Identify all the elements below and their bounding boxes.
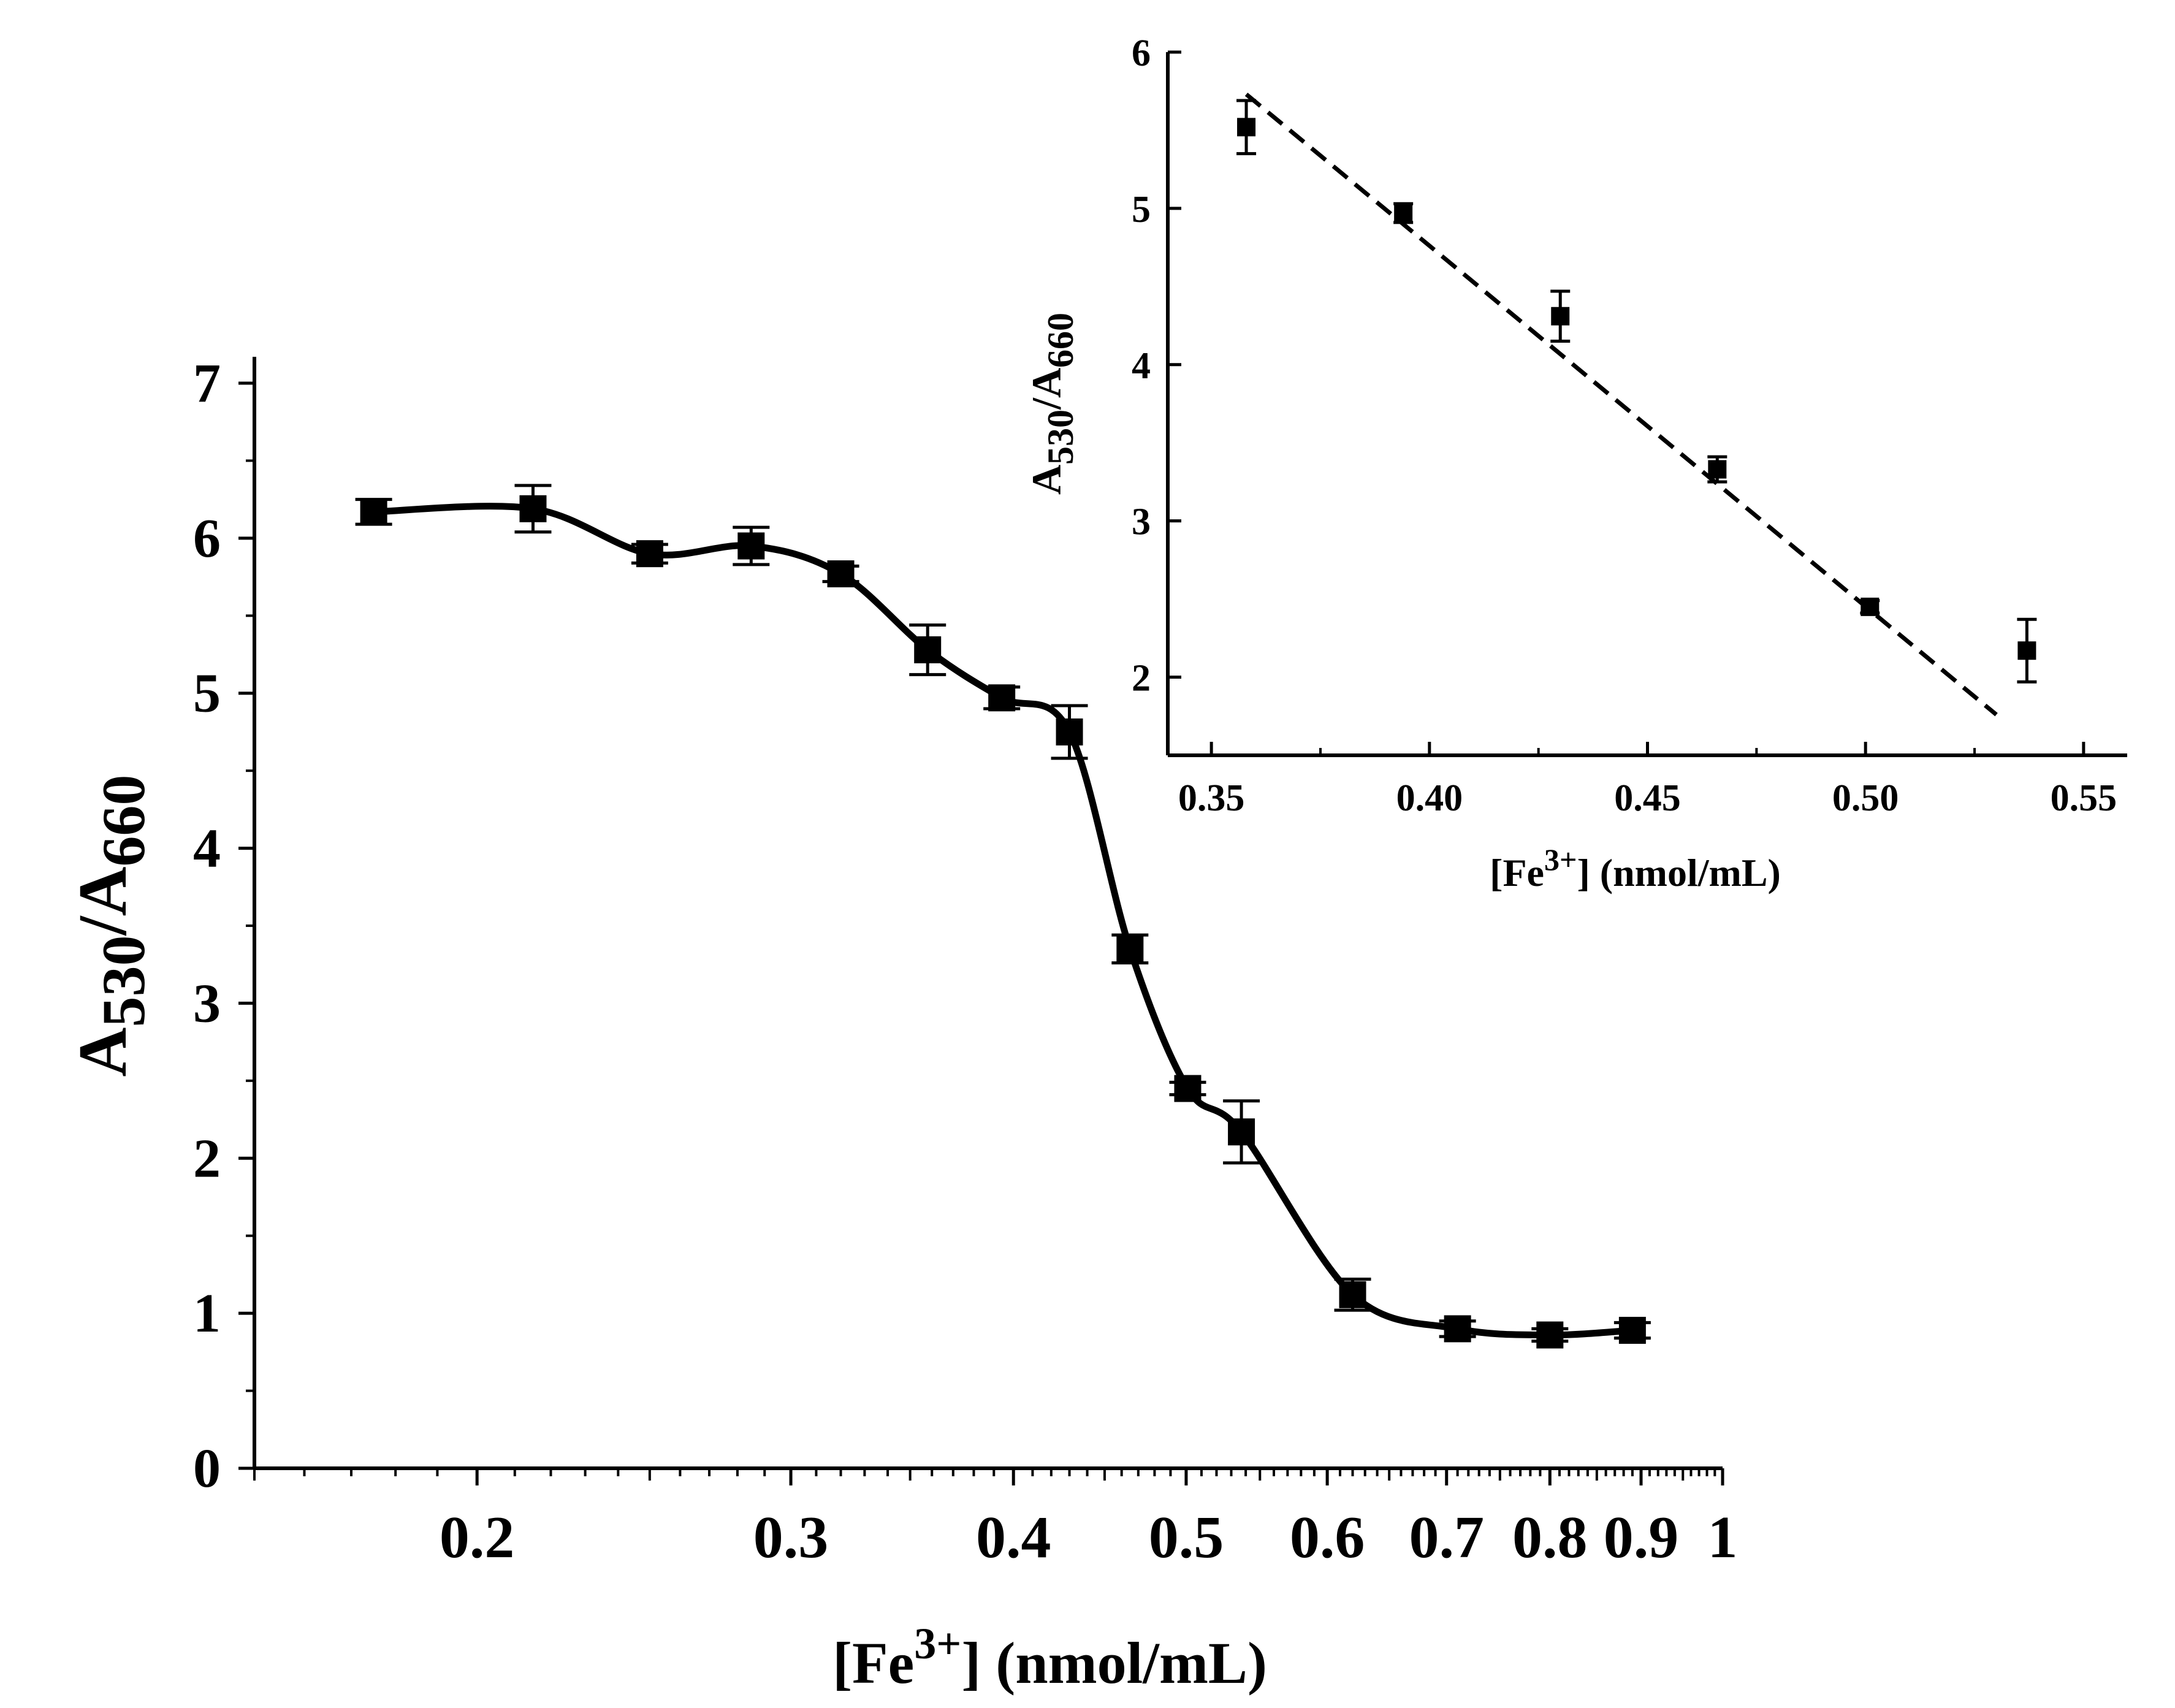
main-y-axis-label: A530/A660 bbox=[65, 775, 158, 1077]
main-marker bbox=[360, 498, 387, 525]
main-marker bbox=[1056, 718, 1083, 745]
main-point-2 bbox=[631, 540, 668, 568]
main-axis-ticks bbox=[238, 381, 1724, 1485]
inset-y-tick-label: 3 bbox=[1132, 501, 1151, 543]
inset-marker bbox=[1394, 204, 1413, 223]
main-point-1 bbox=[514, 484, 552, 534]
main-data-points bbox=[355, 484, 1651, 1349]
main-point-6 bbox=[983, 684, 1021, 712]
main-marker bbox=[1444, 1315, 1471, 1343]
main-chart: 0 1 2 3 4 5 6 7 0.2 0.3 0.4 0.5 0.6 0.7 0.8 0.9 1 [Fe3+… bbox=[65, 353, 1738, 1696]
main-point-7 bbox=[1051, 704, 1088, 760]
main-x-tick-label: 1 bbox=[1708, 1504, 1738, 1571]
inset-point-5 bbox=[2017, 617, 2037, 684]
main-x-axis-label: [Fe3+] (nmol/mL) bbox=[832, 1619, 1267, 1696]
inset-x-tick-label: 0.50 bbox=[1832, 777, 1899, 819]
main-x-tick-label: 0.9 bbox=[1604, 1504, 1679, 1571]
inset-x-tick-labels: 0.35 0.40 0.45 0.50 0.55 bbox=[1178, 777, 2117, 819]
main-point-12 bbox=[1439, 1315, 1476, 1343]
inset-point-0 bbox=[1236, 99, 1257, 156]
main-marker bbox=[914, 636, 942, 663]
inset-x-tick-label: 0.45 bbox=[1614, 777, 1681, 819]
main-y-tick-label: 6 bbox=[193, 508, 221, 569]
main-y-tick-label: 0 bbox=[193, 1438, 221, 1499]
main-fit-curve bbox=[370, 503, 1636, 1339]
main-marker bbox=[1618, 1316, 1646, 1344]
inset-point-3 bbox=[1707, 455, 1727, 484]
main-y-tick-label: 2 bbox=[193, 1128, 221, 1189]
inset-y-tick-label: 4 bbox=[1132, 345, 1151, 387]
main-y-tick-label: 3 bbox=[193, 973, 221, 1034]
inset-point-2 bbox=[1550, 289, 1571, 343]
main-marker bbox=[1228, 1118, 1255, 1146]
inset-marker bbox=[1708, 460, 1727, 479]
inset-marker bbox=[2017, 641, 2036, 660]
inset-x-tick-label: 0.55 bbox=[2051, 777, 2117, 819]
main-marker bbox=[519, 495, 547, 522]
main-y-tick-label: 7 bbox=[193, 353, 221, 414]
main-x-tick-label: 0.8 bbox=[1512, 1504, 1588, 1571]
main-x-tick-label: 0.6 bbox=[1290, 1504, 1365, 1571]
inset-marker bbox=[1237, 118, 1256, 137]
inset-marker bbox=[1551, 307, 1570, 326]
main-y-tick-label: 5 bbox=[193, 663, 221, 724]
inset-y-tick-label: 2 bbox=[1132, 658, 1151, 700]
main-point-14 bbox=[1613, 1316, 1651, 1344]
main-x-tick-labels: 0.2 0.3 0.4 0.5 0.6 0.7 0.8 0.9 1 bbox=[440, 1504, 1738, 1571]
main-y-tick-label: 1 bbox=[193, 1283, 221, 1344]
main-point-5 bbox=[909, 623, 947, 676]
main-y-tick-labels: 0 1 2 3 4 5 6 7 bbox=[193, 353, 221, 1499]
main-marker bbox=[1174, 1075, 1202, 1102]
inset-data-points bbox=[1236, 99, 2037, 684]
inset-marker bbox=[1861, 597, 1880, 616]
main-marker bbox=[1116, 935, 1144, 963]
main-point-11 bbox=[1334, 1278, 1371, 1312]
inset-y-axis-label: A530/A660 bbox=[1023, 313, 1081, 495]
main-marker bbox=[827, 560, 855, 588]
main-x-tick-label: 0.7 bbox=[1409, 1504, 1484, 1571]
main-marker bbox=[1536, 1321, 1564, 1349]
inset-chart: 2 3 4 5 6 0.35 0.40 0.45 0.50 0.55 [Fe3+] (nmol/… bbox=[1023, 32, 2127, 894]
main-marker bbox=[988, 684, 1016, 712]
main-marker bbox=[737, 532, 765, 560]
inset-x-tick-label: 0.35 bbox=[1178, 777, 1245, 819]
main-point-9 bbox=[1169, 1075, 1206, 1102]
inset-fit-line bbox=[1244, 93, 1998, 717]
main-x-tick-label: 0.3 bbox=[753, 1504, 829, 1571]
main-point-0 bbox=[355, 498, 392, 526]
inset-y-tick-label: 5 bbox=[1132, 189, 1151, 231]
inset-x-tick-label: 0.40 bbox=[1396, 777, 1463, 819]
main-x-tick-label: 0.5 bbox=[1149, 1504, 1224, 1571]
inset-x-axis-label: [Fe3+] (nmol/mL) bbox=[1490, 842, 1781, 894]
main-y-tick-label: 4 bbox=[193, 818, 221, 879]
main-point-13 bbox=[1531, 1321, 1569, 1349]
main-x-tick-label: 0.4 bbox=[976, 1504, 1051, 1571]
main-point-8 bbox=[1111, 933, 1149, 965]
main-point-4 bbox=[822, 560, 859, 588]
inset-y-tick-labels: 2 3 4 5 6 bbox=[1132, 32, 1151, 700]
main-x-tick-label: 0.2 bbox=[440, 1504, 515, 1571]
main-point-3 bbox=[733, 525, 770, 566]
main-point-10 bbox=[1223, 1099, 1260, 1165]
inset-point-1 bbox=[1393, 202, 1414, 224]
main-marker bbox=[1339, 1281, 1366, 1308]
inset-axis-ticks bbox=[1168, 50, 2085, 755]
inset-y-tick-label: 6 bbox=[1132, 32, 1151, 74]
inset-point-4 bbox=[1860, 597, 1880, 616]
main-marker bbox=[636, 540, 663, 568]
